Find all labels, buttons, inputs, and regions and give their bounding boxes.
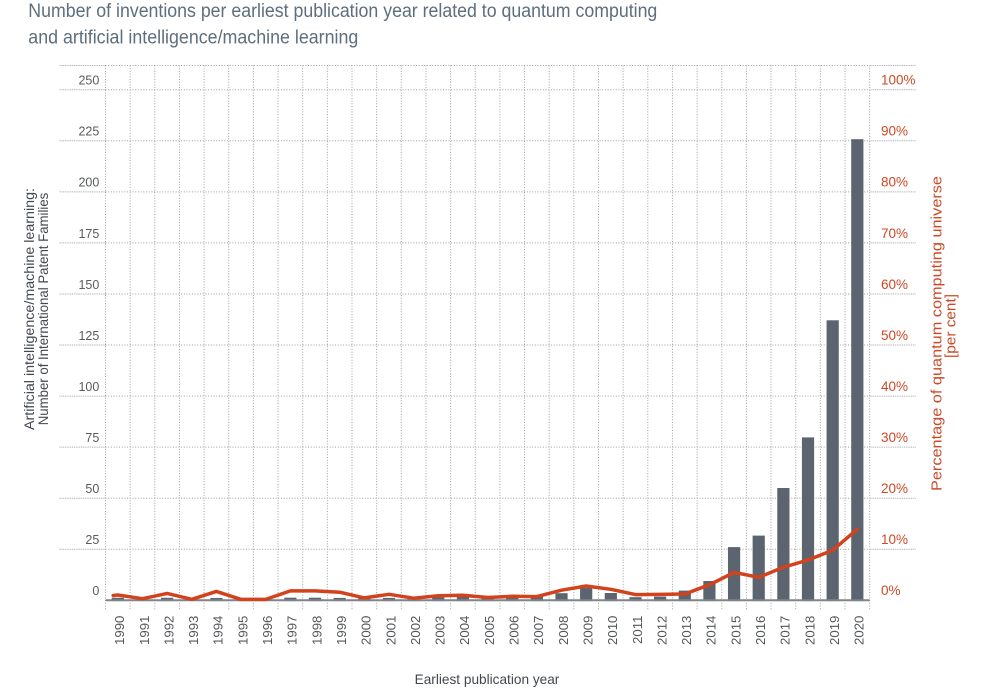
svg-text:Earliest publication year: Earliest publication year [415,671,560,687]
svg-text:150: 150 [78,278,99,292]
svg-text:1992: 1992 [161,616,176,645]
svg-text:225: 225 [78,125,99,139]
svg-text:2006: 2006 [507,616,522,645]
svg-text:200: 200 [78,176,99,190]
svg-text:and artificial intelligence/ma: and artificial intelligence/machine lear… [28,28,358,49]
svg-text:2018: 2018 [802,616,817,645]
svg-text:0%: 0% [881,583,901,598]
svg-text:2002: 2002 [408,616,423,645]
svg-text:1999: 1999 [334,616,349,645]
svg-text:50: 50 [85,482,99,496]
svg-text:250: 250 [78,74,99,88]
svg-text:2011: 2011 [630,616,645,644]
svg-text:30%: 30% [881,430,908,445]
svg-text:2020: 2020 [852,616,867,645]
svg-text:2008: 2008 [556,616,571,645]
svg-text:80%: 80% [881,175,908,190]
svg-text:2012: 2012 [654,616,669,645]
svg-text:1995: 1995 [235,616,250,645]
svg-text:2017: 2017 [778,616,793,645]
svg-text:75: 75 [85,431,99,445]
svg-text:125: 125 [78,329,99,343]
svg-text:2016: 2016 [753,616,768,645]
svg-text:25: 25 [85,533,99,547]
svg-text:70%: 70% [881,226,908,241]
svg-text:2004: 2004 [457,616,472,645]
svg-text:40%: 40% [881,379,908,394]
svg-text:Artificial intelligence/machin: Artificial intelligence/machine learning… [22,188,37,430]
svg-text:60%: 60% [881,277,908,292]
svg-text:175: 175 [78,227,99,241]
svg-text:1991: 1991 [137,616,152,645]
svg-text:2009: 2009 [581,616,596,645]
svg-text:1990: 1990 [112,616,127,645]
svg-text:1998: 1998 [309,616,324,645]
svg-text:20%: 20% [881,481,908,496]
svg-text:0: 0 [92,584,99,598]
svg-text:2005: 2005 [482,616,497,645]
svg-text:1997: 1997 [285,616,300,645]
svg-text:100%: 100% [881,73,916,88]
svg-text:90%: 90% [881,124,908,139]
svg-text:1994: 1994 [211,616,226,645]
svg-text:Number of inventions per earli: Number of inventions per earliest public… [28,1,657,22]
svg-text:2019: 2019 [827,616,842,645]
svg-text:Number of International Patent: Number of International Patent Families [36,193,51,426]
svg-text:2003: 2003 [433,616,448,645]
svg-text:2010: 2010 [605,616,620,645]
svg-text:2013: 2013 [679,616,694,645]
svg-text:[per cent]: [per cent] [943,294,960,358]
svg-text:10%: 10% [881,532,908,547]
svg-text:2007: 2007 [531,616,546,645]
svg-text:2015: 2015 [728,616,743,645]
svg-text:1993: 1993 [186,616,201,645]
svg-text:100: 100 [78,380,99,394]
svg-text:50%: 50% [881,328,908,343]
svg-text:2014: 2014 [704,616,719,645]
svg-text:2001: 2001 [383,616,398,645]
svg-text:1996: 1996 [260,616,275,645]
svg-text:Percentage of quantum computin: Percentage of quantum computing universe [929,176,946,491]
svg-text:2000: 2000 [359,616,374,645]
